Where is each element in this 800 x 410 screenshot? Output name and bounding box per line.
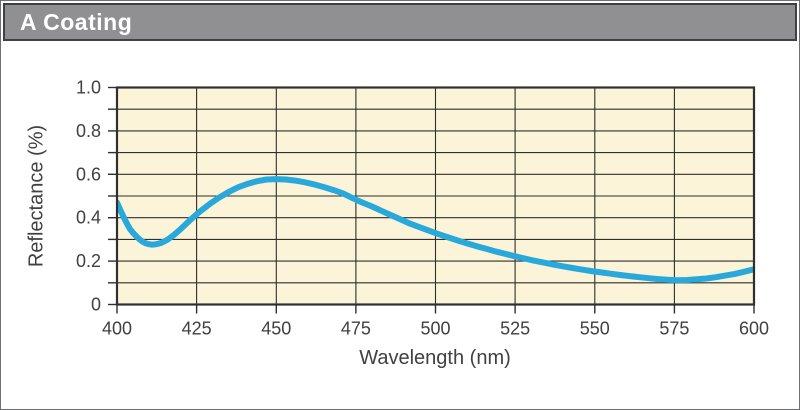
x-tick-label: 575 (659, 319, 689, 339)
chart-title: A Coating (20, 8, 133, 35)
x-axis-ticks (116, 304, 755, 314)
y-tick-label: 0.4 (76, 208, 101, 228)
y-axis-ticks (108, 86, 117, 306)
y-tick-label: 0 (91, 295, 101, 315)
chart-title-bar: A Coating (3, 3, 797, 41)
plot-border (115, 86, 756, 306)
x-tick-label: 525 (500, 319, 530, 339)
y-axis-title: Reflectance (%) (25, 124, 48, 268)
x-axis-title: Wavelength (nm) (359, 347, 511, 369)
grid-lines (117, 87, 754, 305)
x-tick-label: 500 (420, 319, 450, 339)
y-tick-label: 0.8 (76, 121, 101, 141)
x-tick-label: 450 (261, 319, 291, 339)
x-tick-label: 425 (182, 319, 212, 339)
x-tick-label: 475 (341, 319, 371, 339)
y-tick-label: 0.2 (76, 251, 101, 271)
y-tick-label: 0.6 (76, 164, 101, 184)
reflectance-curve (117, 176, 754, 284)
x-tick-label: 600 (739, 319, 769, 339)
x-tick-label: 400 (102, 319, 132, 339)
y-tick-label: 1.0 (76, 78, 101, 98)
x-tick-label: 550 (580, 319, 610, 339)
